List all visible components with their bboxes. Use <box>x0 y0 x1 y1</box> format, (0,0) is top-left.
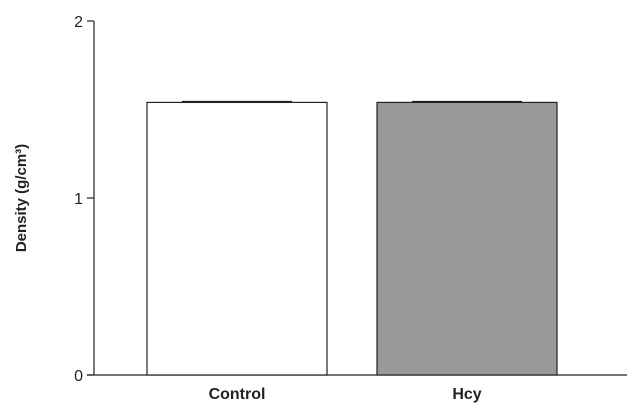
y-tick-label-0: 0 <box>74 368 83 385</box>
bars <box>146 100 558 376</box>
y-tick-label-2: 2 <box>74 14 83 31</box>
bar-control <box>146 101 328 376</box>
x-tick-label-control: Control <box>209 386 266 403</box>
y-tick-label-1: 1 <box>74 191 83 208</box>
x-tick-label-hcy: Hcy <box>452 386 481 403</box>
y-ticks: 0 1 2 <box>74 14 94 385</box>
x-tick-labels: Control Hcy <box>209 386 482 403</box>
y-axis-title: Density (g/cm³) <box>13 144 30 252</box>
bar-hcy <box>376 101 558 376</box>
